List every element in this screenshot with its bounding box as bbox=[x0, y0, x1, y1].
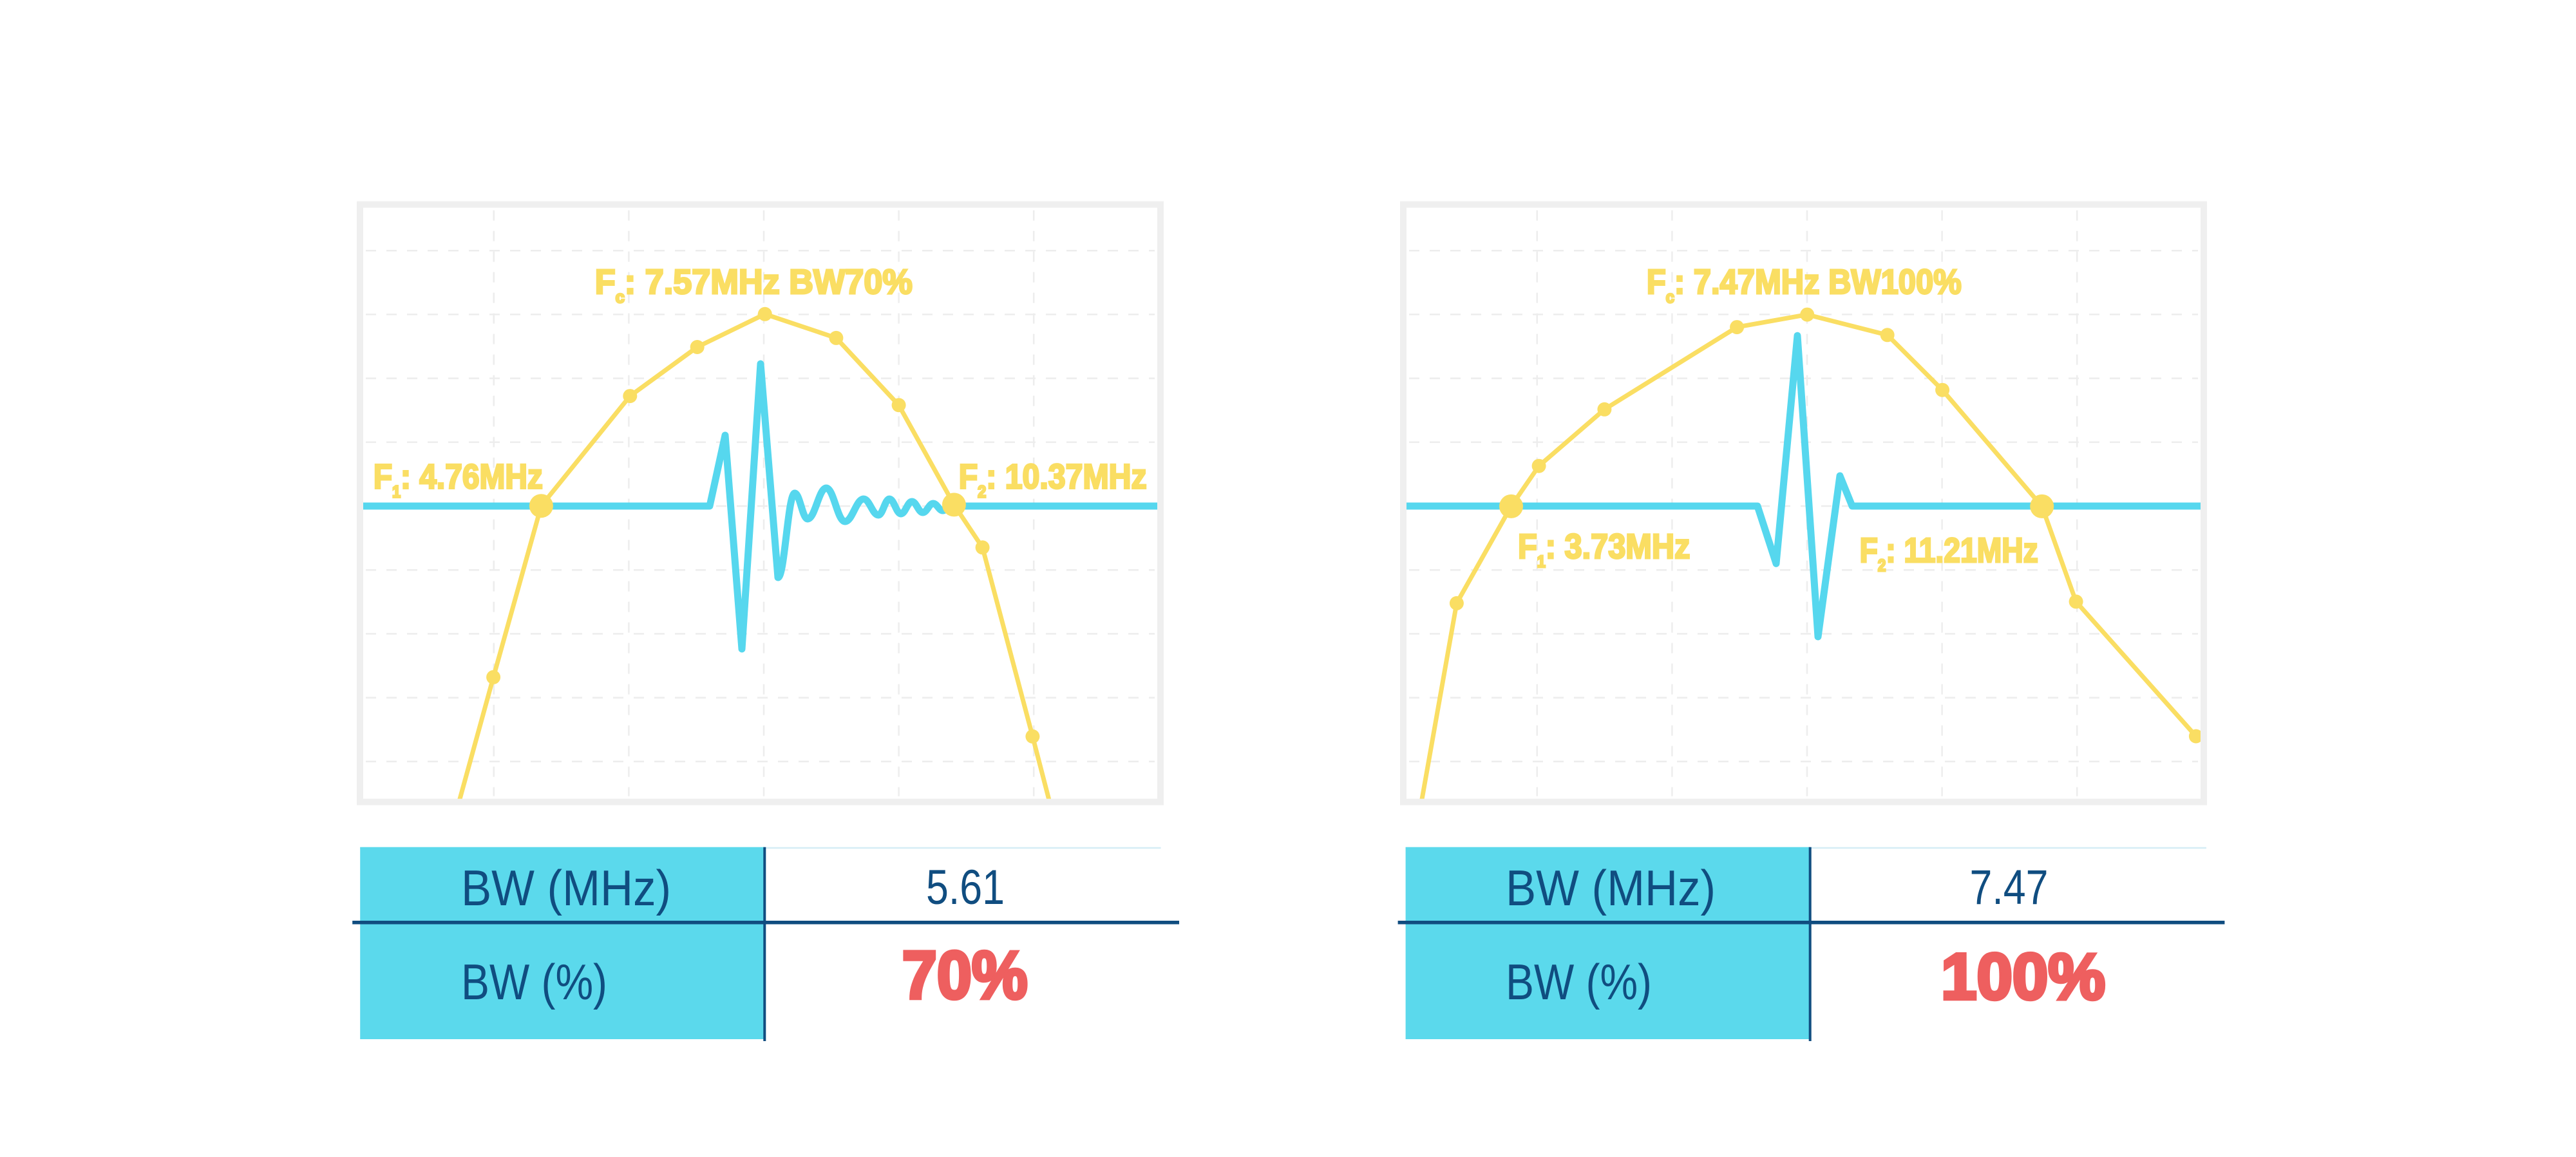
svg-text:Fc: 7.57MHz BW70%: Fc: 7.57MHz BW70% bbox=[595, 263, 913, 306]
svg-text:BW (MHz): BW (MHz) bbox=[461, 860, 671, 916]
svg-text:BW (%): BW (%) bbox=[461, 954, 607, 1010]
svg-text:7.47: 7.47 bbox=[1970, 860, 2049, 915]
svg-text:100%: 100% bbox=[1941, 941, 2105, 1013]
svg-text:Fc: 7.47MHz BW100%: Fc: 7.47MHz BW100% bbox=[1647, 262, 1962, 307]
svg-text:5.61: 5.61 bbox=[926, 860, 1005, 915]
svg-text:70%: 70% bbox=[902, 937, 1028, 1013]
svg-text:F2: 11.21MHz: F2: 11.21MHz bbox=[1860, 531, 2038, 576]
svg-text:BW (MHz): BW (MHz) bbox=[1506, 860, 1716, 916]
svg-text:BW (%): BW (%) bbox=[1506, 954, 1652, 1010]
svg-text:F1: 3.73MHz: F1: 3.73MHz bbox=[1518, 527, 1690, 572]
svg-text:F2: 10.37MHz: F2: 10.37MHz bbox=[959, 457, 1147, 502]
svg-text:F1: 4.76MHz: F1: 4.76MHz bbox=[374, 457, 543, 502]
